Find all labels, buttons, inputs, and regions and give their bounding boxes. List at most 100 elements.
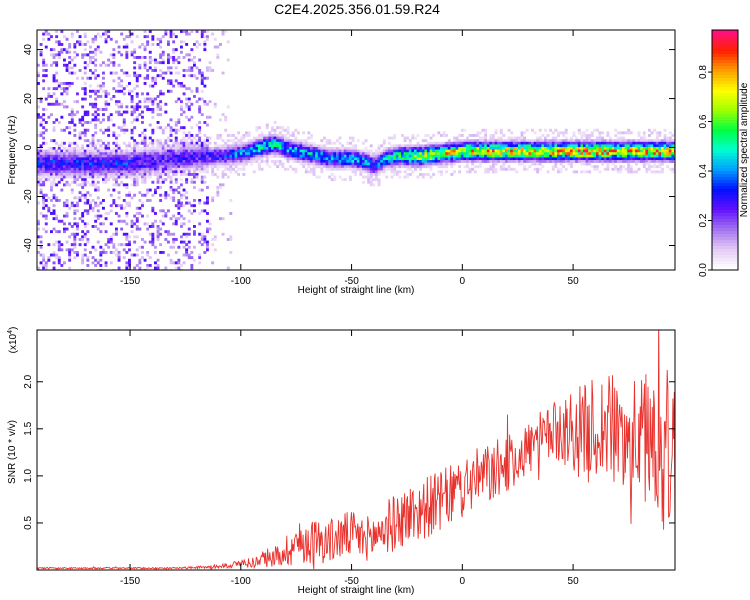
spectrogram-cell <box>219 160 222 163</box>
spectrogram-cell <box>42 74 46 78</box>
spectrogram-cell <box>229 160 233 163</box>
spectrogram-cell <box>57 84 61 88</box>
spectrogram-cell <box>169 89 173 93</box>
spectrogram-cell <box>598 160 602 163</box>
spectrogram-cell <box>575 144 579 148</box>
spectrogram-cell <box>554 154 558 158</box>
spectrogram-cell <box>315 144 319 148</box>
spectrogram-cell <box>216 144 220 148</box>
spectrogram-cell <box>538 128 542 132</box>
spectrogram-cell <box>479 152 482 156</box>
spectrogram-cell <box>260 144 264 148</box>
spectrogram-cell <box>276 152 280 156</box>
spectrogram-cell <box>169 82 173 85</box>
colorbar-segment <box>712 186 738 190</box>
spectrogram-cell <box>289 165 293 169</box>
spectrogram-cell <box>182 92 186 96</box>
spectrogram-cell <box>203 167 207 171</box>
spectrogram-cell <box>658 141 662 145</box>
spectrogram-cell <box>393 165 397 169</box>
spectrogram-cell <box>525 139 529 143</box>
spectrogram-cell <box>336 160 339 163</box>
spectrogram-cell <box>302 154 306 158</box>
spectrogram-cell <box>219 186 222 189</box>
spectrogram-cell <box>505 152 508 156</box>
spectrogram-cell <box>520 134 524 137</box>
spectrogram-cell <box>658 160 662 163</box>
spectrogram-cell <box>198 261 202 265</box>
spectrogram-cell <box>551 144 555 148</box>
spectrogram-cell <box>133 126 137 130</box>
spectrogram-cell <box>76 92 79 96</box>
spectrogram-cell <box>146 100 150 104</box>
spectrogram-cell <box>424 173 428 176</box>
spectrogram-cell <box>112 162 116 166</box>
spectrogram-cell <box>572 157 576 161</box>
spectrogram-cell <box>206 186 209 189</box>
spectrogram-cell <box>65 149 69 153</box>
spectrogram-cell <box>96 261 100 265</box>
spectrogram-cell <box>57 149 61 153</box>
spectrogram-cell <box>198 110 202 114</box>
spectrogram-cell <box>380 157 384 161</box>
spectrogram-cell <box>562 160 566 163</box>
spectrogram-cell <box>164 230 168 234</box>
spectrogram-cell <box>138 165 142 169</box>
spectrogram-cell <box>164 139 168 143</box>
spectrogram-cell <box>276 134 280 137</box>
spectrogram-cell <box>148 152 152 156</box>
spectrogram-cell <box>125 175 129 179</box>
spectrogram-cell <box>489 141 493 145</box>
spectrogram-cell <box>622 136 625 140</box>
spectrogram-cell <box>629 165 633 169</box>
snr-y-ticks: 0.51.01.52.0 <box>23 374 675 530</box>
spectrogram-cell <box>122 256 126 260</box>
spectrogram-cell <box>668 157 672 161</box>
spectrogram-cell <box>606 139 610 143</box>
spectrogram-cell <box>55 79 59 83</box>
spectrogram-cell <box>601 154 605 158</box>
spectrogram-cell <box>536 167 540 171</box>
spectrogram-cell <box>159 105 163 109</box>
spectrogram-cell <box>86 144 90 148</box>
spectrogram-cell <box>440 165 443 169</box>
spectrogram-cell <box>549 157 553 161</box>
spectrogram-cell <box>369 154 373 158</box>
spectrogram-cell <box>486 157 490 161</box>
spectrogram-cell <box>52 204 56 208</box>
spectrogram-cell <box>369 160 373 163</box>
spectrogram-cell <box>520 162 524 166</box>
spectrogram-cell <box>247 154 251 158</box>
spectrogram-cell <box>63 160 66 163</box>
spectrogram-cell <box>89 95 92 98</box>
spectrogram-cell <box>546 157 550 161</box>
spectrogram-cell <box>57 56 61 59</box>
spectrogram-cell <box>575 154 579 158</box>
spectrogram-cell <box>476 139 480 143</box>
spectrogram-cell <box>273 141 277 145</box>
spectrogram-cell <box>172 58 176 62</box>
spectrogram-cell <box>39 170 43 174</box>
spectrogram-cell <box>291 149 295 153</box>
spectrogram-cell <box>310 141 313 145</box>
spectrogram-cell <box>190 102 194 106</box>
spectrogram-cell <box>229 152 233 156</box>
spectrogram-cell <box>122 243 126 247</box>
spectrogram-cell <box>432 147 436 150</box>
spectrogram-cell <box>63 82 66 85</box>
spectrogram-cell <box>177 157 181 161</box>
spectrogram-cell <box>57 170 61 174</box>
spectrogram-cell <box>278 131 282 135</box>
spectrogram-cell <box>668 167 672 171</box>
spectrogram-cell <box>138 56 142 59</box>
spectrogram-cell <box>65 162 69 166</box>
spectrogram-cell <box>190 144 194 148</box>
spectrogram-cell <box>146 173 150 176</box>
spectrogram-cell <box>232 154 235 158</box>
spectrogram-cell <box>585 154 589 158</box>
spectrogram-cell <box>42 149 46 153</box>
spectrogram-cell <box>68 152 72 156</box>
spectrogram-cell <box>206 139 209 143</box>
spectrogram-cell <box>466 160 469 163</box>
spectrogram-cell <box>354 160 358 163</box>
